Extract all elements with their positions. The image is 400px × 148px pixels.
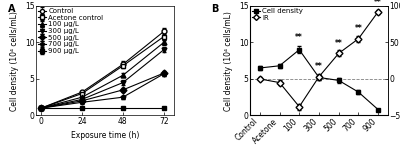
Legend: Cell density, IR: Cell density, IR bbox=[251, 7, 304, 21]
Text: **: ** bbox=[315, 62, 323, 71]
Text: **: ** bbox=[335, 38, 342, 48]
Text: B: B bbox=[211, 4, 219, 14]
Text: A: A bbox=[8, 4, 16, 14]
Text: **: ** bbox=[374, 0, 382, 7]
Y-axis label: Cell density (10⁴ cells/mL): Cell density (10⁴ cells/mL) bbox=[224, 11, 233, 111]
Legend: Control, Acetone control, 100 μg/L, 300 μg/L, 500 μg/L, 700 μg/L, 900 μg/L: Control, Acetone control, 100 μg/L, 300 … bbox=[37, 7, 104, 55]
Text: **: ** bbox=[354, 24, 362, 33]
Y-axis label: Cell density (10⁴ cells/mL): Cell density (10⁴ cells/mL) bbox=[10, 11, 20, 111]
X-axis label: Exposure time (h): Exposure time (h) bbox=[71, 131, 139, 140]
Text: **: ** bbox=[295, 33, 303, 42]
